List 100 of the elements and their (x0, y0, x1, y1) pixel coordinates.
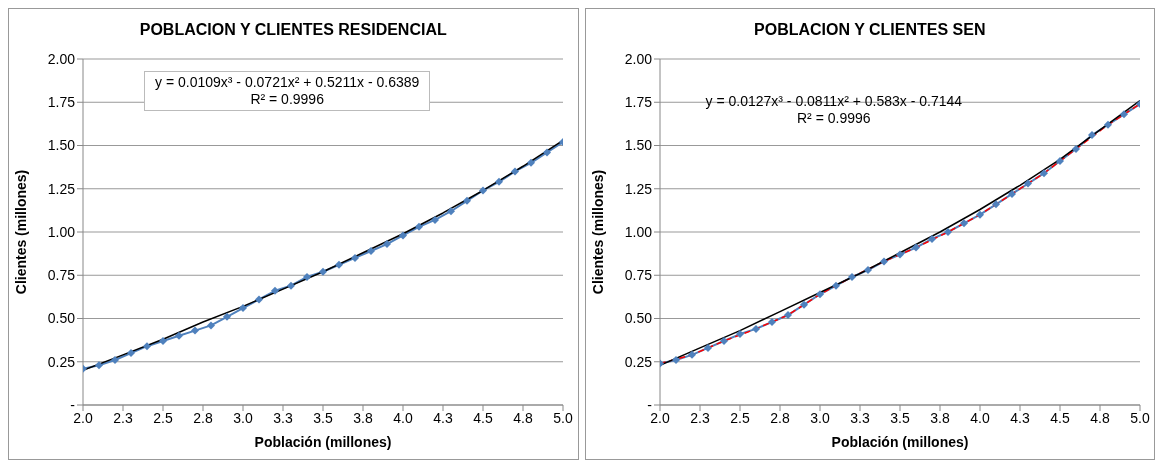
x-tick-label: 3.0 (809, 409, 830, 426)
x-tick-label: 4.0 (393, 409, 413, 426)
y-tick-label: - (646, 396, 652, 413)
x-tick-label: 3.8 (353, 409, 373, 426)
x-tick-label: 3.8 (929, 409, 950, 426)
point (431, 215, 439, 224)
point (991, 200, 1000, 209)
point (479, 186, 487, 195)
x-tick-label: 4.0 (969, 409, 990, 426)
x-tick-label: 4.5 (1049, 409, 1070, 426)
point (1055, 157, 1064, 166)
y-tick-label: 0.75 (624, 267, 652, 284)
point (671, 356, 680, 365)
x-tick-label: 2.0 (73, 409, 93, 426)
point (975, 210, 984, 219)
point (1007, 189, 1016, 198)
point (735, 330, 744, 339)
y-tick-label: 2.00 (624, 50, 652, 67)
y-tick-label: - (70, 396, 76, 413)
point (127, 349, 135, 358)
point (191, 326, 199, 335)
x-tick-label: 4.5 (473, 409, 493, 426)
y-tick-label: 0.50 (624, 310, 652, 327)
point (271, 286, 279, 295)
x-tick-label: 4.3 (1009, 409, 1030, 426)
point (959, 219, 968, 228)
point (335, 260, 343, 269)
point (1023, 179, 1032, 188)
x-tick-label: 5.0 (1129, 409, 1150, 426)
x-tick-label: 4.8 (1089, 409, 1110, 426)
point (463, 196, 471, 205)
point (783, 311, 792, 320)
point (447, 207, 455, 216)
point (943, 228, 952, 236)
y-tick-label: 1.50 (624, 137, 652, 154)
point (303, 272, 311, 281)
annotation: y = 0.0127x³ - 0.0811x² + 0.583x - 0.7144 (705, 93, 963, 110)
x-tick-label: 2.3 (689, 409, 710, 426)
point (687, 350, 696, 359)
point (159, 336, 167, 345)
y-tick-label: 0.25 (624, 353, 652, 370)
y-tick-label: 0.25 (47, 353, 76, 370)
point (703, 343, 712, 352)
point (415, 222, 423, 231)
point (351, 253, 359, 262)
point (319, 267, 327, 276)
point (767, 317, 776, 326)
point (863, 266, 872, 275)
x-tick-label: 3.0 (233, 409, 253, 426)
point (879, 257, 888, 266)
x-tick-label: 4.3 (433, 409, 453, 426)
point (895, 250, 904, 259)
point (287, 281, 295, 290)
point (1087, 131, 1096, 140)
point (911, 243, 920, 252)
x-tick-label: 2.5 (729, 409, 750, 426)
y-tick-label: 1.00 (624, 223, 652, 240)
point (1119, 110, 1128, 119)
x-tick-label: 2.8 (193, 409, 213, 426)
point (239, 304, 247, 313)
point (543, 148, 551, 157)
point (815, 290, 824, 299)
y-tick-label: 1.25 (624, 180, 652, 197)
x-tick-label: 5.0 (553, 409, 573, 426)
point (175, 331, 183, 340)
point (719, 336, 728, 345)
y-axis-title: Clientes (millones) (12, 169, 29, 295)
point (223, 312, 231, 321)
annotation: R² = 0.9996 (249, 91, 325, 108)
x-tick-label: 2.3 (113, 409, 133, 426)
chart-title: POBLACION Y CLIENTES SEN (753, 21, 987, 39)
x-tick-label: 4.8 (513, 409, 533, 426)
y-tick-label: 1.25 (47, 180, 76, 197)
y-tick-label: 0.75 (47, 267, 76, 284)
point (1103, 120, 1112, 129)
point (1039, 169, 1048, 178)
point (367, 247, 375, 256)
y-tick-label: 1.75 (624, 94, 652, 111)
point (511, 167, 519, 176)
point (927, 234, 936, 243)
y-tick-label: 1.75 (47, 94, 76, 111)
annotation: R² = 0.9996 (796, 110, 872, 127)
point (143, 342, 151, 351)
point (847, 272, 856, 281)
point (495, 177, 503, 186)
y-tick-label: 0.50 (47, 310, 76, 327)
point (383, 240, 391, 249)
point (751, 324, 760, 333)
annotation: y = 0.0109x³ - 0.0721x² + 0.5211x - 0.6389 (155, 74, 420, 91)
point (95, 361, 103, 370)
x-tick-label: 3.5 (313, 409, 333, 426)
point (207, 321, 215, 330)
point (831, 281, 840, 290)
y-tick-label: 2.00 (47, 50, 76, 67)
x-axis-title: Población (millones) (831, 434, 968, 450)
point (527, 158, 535, 167)
x-tick-label: 2.5 (153, 409, 173, 426)
point (1071, 144, 1080, 153)
y-tick-label: 1.50 (47, 137, 76, 154)
point (799, 300, 808, 309)
